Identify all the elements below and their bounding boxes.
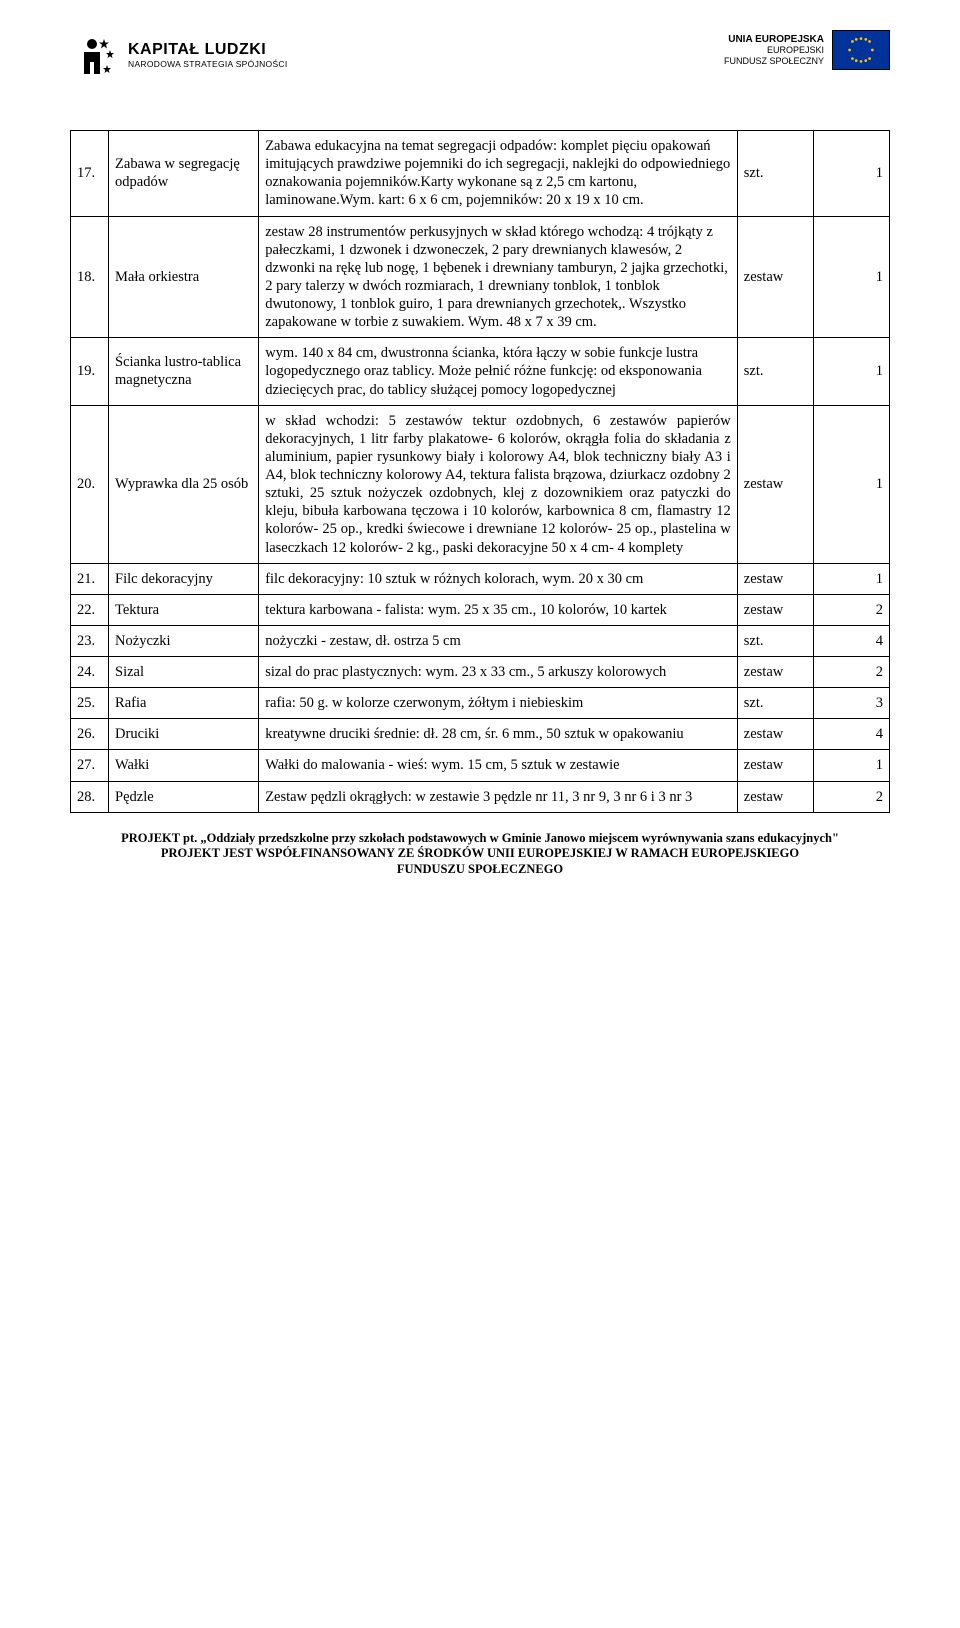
row-unit: zestaw xyxy=(737,657,813,688)
row-unit: zestaw xyxy=(737,750,813,781)
row-unit: szt. xyxy=(737,625,813,656)
row-name: Tektura xyxy=(109,594,259,625)
kl-subtitle: NARODOWA STRATEGIA SPÓJNOŚCI xyxy=(128,60,288,69)
row-name: Mała orkiestra xyxy=(109,216,259,338)
row-description: w skład wchodzi: 5 zestawów tektur ozdob… xyxy=(259,405,738,563)
row-description: zestaw 28 instrumentów perkusyjnych w sk… xyxy=(259,216,738,338)
table-row: 28.PędzleZestaw pędzli okrągłych: w zest… xyxy=(71,781,890,812)
row-number: 22. xyxy=(71,594,109,625)
row-name: Nożyczki xyxy=(109,625,259,656)
eu-line3: FUNDUSZ SPOŁECZNY xyxy=(724,56,824,66)
row-description: nożyczki - zestaw, dł. ostrza 5 cm xyxy=(259,625,738,656)
row-description: Zabawa edukacyjna na temat segregacji od… xyxy=(259,131,738,217)
page-header: KAPITAŁ LUDZKI NARODOWA STRATEGIA SPÓJNO… xyxy=(70,30,890,80)
eu-text-block: UNIA EUROPEJSKA EUROPEJSKI FUNDUSZ SPOŁE… xyxy=(724,34,824,66)
row-unit: zestaw xyxy=(737,405,813,563)
row-number: 20. xyxy=(71,405,109,563)
row-name: Pędzle xyxy=(109,781,259,812)
row-number: 27. xyxy=(71,750,109,781)
row-qty: 3 xyxy=(813,688,889,719)
table-row: 22.Tekturatektura karbowana - falista: w… xyxy=(71,594,890,625)
row-number: 28. xyxy=(71,781,109,812)
header-right: UNIA EUROPEJSKA EUROPEJSKI FUNDUSZ SPOŁE… xyxy=(724,30,890,70)
eu-line1: UNIA EUROPEJSKA xyxy=(728,34,824,46)
row-unit: szt. xyxy=(737,131,813,217)
row-description: Wałki do malowania - wieś: wym. 15 cm, 5… xyxy=(259,750,738,781)
row-qty: 1 xyxy=(813,338,889,405)
table-row: 27.WałkiWałki do malowania - wieś: wym. … xyxy=(71,750,890,781)
row-description: filc dekoracyjny: 10 sztuk w różnych kol… xyxy=(259,563,738,594)
row-unit: zestaw xyxy=(737,594,813,625)
table-row: 19.Ścianka lustro-tablica magnetycznawym… xyxy=(71,338,890,405)
row-number: 21. xyxy=(71,563,109,594)
items-table: 17.Zabawa w segregację odpadówZabawa edu… xyxy=(70,130,890,813)
footer-line3: FUNDUSZU SPOŁECZNEGO xyxy=(70,862,890,878)
row-description: wym. 140 x 84 cm, dwustronna ścianka, kt… xyxy=(259,338,738,405)
row-name: Zabawa w segregację odpadów xyxy=(109,131,259,217)
row-description: Zestaw pędzli okrągłych: w zestawie 3 pę… xyxy=(259,781,738,812)
row-qty: 4 xyxy=(813,719,889,750)
row-number: 24. xyxy=(71,657,109,688)
page-footer: PROJEKT pt. „Oddziały przedszkolne przy … xyxy=(70,831,890,878)
row-qty: 2 xyxy=(813,657,889,688)
row-unit: zestaw xyxy=(737,719,813,750)
row-qty: 1 xyxy=(813,405,889,563)
table-row: 26.Drucikikreatywne druciki średnie: dł.… xyxy=(71,719,890,750)
row-description: rafia: 50 g. w kolorze czerwonym, żółtym… xyxy=(259,688,738,719)
row-number: 19. xyxy=(71,338,109,405)
row-unit: szt. xyxy=(737,338,813,405)
row-qty: 1 xyxy=(813,563,889,594)
table-row: 21.Filc dekoracyjnyfilc dekoracyjny: 10 … xyxy=(71,563,890,594)
row-qty: 1 xyxy=(813,750,889,781)
row-qty: 2 xyxy=(813,781,889,812)
row-unit: zestaw xyxy=(737,781,813,812)
row-qty: 4 xyxy=(813,625,889,656)
header-left: KAPITAŁ LUDZKI NARODOWA STRATEGIA SPÓJNO… xyxy=(70,30,288,80)
footer-line1: PROJEKT pt. „Oddziały przedszkolne przy … xyxy=(70,831,890,847)
row-qty: 1 xyxy=(813,131,889,217)
row-description: kreatywne druciki średnie: dł. 28 cm, śr… xyxy=(259,719,738,750)
row-number: 17. xyxy=(71,131,109,217)
row-name: Druciki xyxy=(109,719,259,750)
row-number: 23. xyxy=(71,625,109,656)
row-qty: 1 xyxy=(813,216,889,338)
row-number: 26. xyxy=(71,719,109,750)
row-name: Wałki xyxy=(109,750,259,781)
row-name: Ścianka lustro-tablica magnetyczna xyxy=(109,338,259,405)
table-row: 23.Nożyczkinożyczki - zestaw, dł. ostrza… xyxy=(71,625,890,656)
row-name: Sizal xyxy=(109,657,259,688)
kl-text-block: KAPITAŁ LUDZKI NARODOWA STRATEGIA SPÓJNO… xyxy=(128,42,288,69)
table-row: 25.Rafiarafia: 50 g. w kolorze czerwonym… xyxy=(71,688,890,719)
table-row: 20.Wyprawka dla 25 osóbw skład wchodzi: … xyxy=(71,405,890,563)
row-description: tektura karbowana - falista: wym. 25 x 3… xyxy=(259,594,738,625)
row-description: sizal do prac plastycznych: wym. 23 x 33… xyxy=(259,657,738,688)
footer-line2: PROJEKT JEST WSPÓŁFINANSOWANY ZE ŚRODKÓW… xyxy=(70,846,890,862)
row-unit: zestaw xyxy=(737,563,813,594)
row-qty: 2 xyxy=(813,594,889,625)
row-number: 25. xyxy=(71,688,109,719)
row-name: Rafia xyxy=(109,688,259,719)
table-row: 18.Mała orkiestrazestaw 28 instrumentów … xyxy=(71,216,890,338)
table-row: 24.Sizalsizal do prac plastycznych: wym.… xyxy=(71,657,890,688)
kl-title: KAPITAŁ LUDZKI xyxy=(128,42,288,58)
kapital-ludzki-logo-icon xyxy=(70,30,120,80)
eu-flag-icon xyxy=(832,30,890,70)
eu-line2: EUROPEJSKI xyxy=(767,45,824,55)
row-unit: szt. xyxy=(737,688,813,719)
row-unit: zestaw xyxy=(737,216,813,338)
row-name: Wyprawka dla 25 osób xyxy=(109,405,259,563)
table-row: 17.Zabawa w segregację odpadówZabawa edu… xyxy=(71,131,890,217)
row-number: 18. xyxy=(71,216,109,338)
page: KAPITAŁ LUDZKI NARODOWA STRATEGIA SPÓJNO… xyxy=(0,0,960,908)
row-name: Filc dekoracyjny xyxy=(109,563,259,594)
